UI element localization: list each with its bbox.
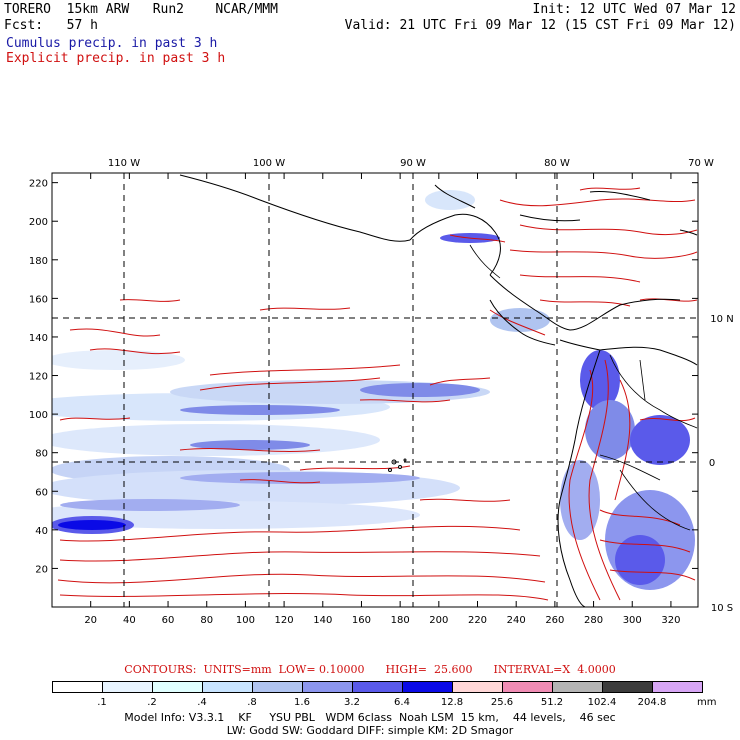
x-tick-label: 140 xyxy=(313,615,332,626)
lon-label-90w: 90 W xyxy=(400,158,426,169)
y-tick-labels: 20 40 60 80 100 120 140 160 180 200 220 xyxy=(29,179,48,576)
colorbar-label: .2 xyxy=(147,697,157,708)
x-tick-label: 100 xyxy=(236,615,255,626)
plot-frame xyxy=(51,172,699,608)
x-tick-labels: 20 40 60 80 100 120 140 160 180 200 220 240 260 280 30… xyxy=(84,615,680,626)
x-tick-label: 300 xyxy=(623,615,642,626)
valid-time: Valid: 21 UTC Fri 09 Mar 12 (15 CST Fri … xyxy=(344,18,736,33)
colorbar-swatch xyxy=(452,681,503,693)
y-tick-label: 140 xyxy=(29,333,48,344)
coastline xyxy=(179,174,698,607)
cumulus-precip-field xyxy=(52,190,695,590)
colorbar-label: 25.6 xyxy=(490,697,514,708)
explicit-precip-contours xyxy=(57,187,698,601)
colorbar-label: 204.8 xyxy=(637,697,667,708)
colorbar-swatch xyxy=(552,681,603,693)
init-time: Init: 12 UTC Wed 07 Mar 12 xyxy=(532,2,737,17)
cumulus-label: Cumulus precip. in past 3 h xyxy=(6,36,218,51)
lat-label-10n: 10 N xyxy=(710,314,733,325)
colorbar-label: 1.6 xyxy=(294,697,310,708)
lat-lon-grid xyxy=(52,173,698,607)
y-tick-label: 220 xyxy=(29,179,48,190)
y-tick-label: 40 xyxy=(35,526,48,537)
colorbar-swatch xyxy=(352,681,403,693)
lon-label-110w: 110 W xyxy=(108,158,140,169)
colorbar-label: .8 xyxy=(247,697,257,708)
x-tick-label: 280 xyxy=(584,615,603,626)
explicit-label: Explicit precip. in past 3 h xyxy=(6,51,226,66)
axis-ticks xyxy=(52,173,698,607)
colorbar-label: .4 xyxy=(197,697,207,708)
lon-label-100w: 100 W xyxy=(253,158,285,169)
galapagos-islands xyxy=(388,458,407,472)
contour-info: CONTOURS: UNITS=mm LOW= 0.10000 HIGH= 25… xyxy=(124,663,616,676)
colorbar-label: 6.4 xyxy=(394,697,410,708)
colorbar-swatch xyxy=(202,681,253,693)
x-tick-label: 80 xyxy=(200,615,213,626)
lon-label-80w: 80 W xyxy=(544,158,570,169)
y-tick-label: 120 xyxy=(29,372,48,383)
colorbar-label: 12.8 xyxy=(440,697,464,708)
model-info-line2: LW: Godd SW: Goddard DIFF: simple KM: 2D… xyxy=(226,724,514,737)
model-info-line1: Model Info: V3.3.1 KF YSU PBL WDM 6class… xyxy=(124,711,616,724)
colorbar-label: 51.2 xyxy=(540,697,564,708)
colorbar-swatch xyxy=(602,681,653,693)
y-tick-label: 160 xyxy=(29,294,48,305)
x-tick-label: 180 xyxy=(391,615,410,626)
y-tick-label: 80 xyxy=(35,449,48,460)
colorbar-swatch xyxy=(302,681,353,693)
x-tick-label: 240 xyxy=(507,615,526,626)
y-tick-label: 20 xyxy=(35,564,48,575)
colorbar-swatch xyxy=(502,681,553,693)
forecast-hour: Fcst: 57 h xyxy=(4,18,98,33)
colorbar-swatch xyxy=(102,681,153,693)
colorbar-swatch xyxy=(252,681,303,693)
y-tick-label: 100 xyxy=(29,410,48,421)
x-tick-label: 160 xyxy=(352,615,371,626)
lon-label-70w: 70 W xyxy=(688,158,714,169)
colorbar-unit: mm xyxy=(697,697,717,708)
colorbar-label: .1 xyxy=(97,697,107,708)
x-tick-label: 200 xyxy=(429,615,448,626)
colorbar-label: 102.4 xyxy=(587,697,617,708)
lat-label-0: 0 xyxy=(709,458,715,469)
country-borders xyxy=(469,244,698,531)
y-tick-label: 180 xyxy=(29,256,48,267)
y-tick-label: 200 xyxy=(29,217,48,228)
model-title: TORERO 15km ARW Run2 NCAR/MMM xyxy=(4,2,278,17)
x-tick-label: 60 xyxy=(162,615,175,626)
colorbar-label: 3.2 xyxy=(344,697,360,708)
lat-label-10s: 10 S xyxy=(711,603,733,614)
x-tick-label: 220 xyxy=(468,615,487,626)
x-tick-label: 40 xyxy=(123,615,136,626)
colorbar-swatch xyxy=(652,681,703,693)
colorbar-swatch xyxy=(402,681,453,693)
colorbar-swatch xyxy=(52,681,103,693)
map-content xyxy=(52,173,698,607)
x-tick-label: 120 xyxy=(275,615,294,626)
x-tick-label: 260 xyxy=(545,615,564,626)
x-tick-label: 320 xyxy=(661,615,680,626)
y-tick-label: 60 xyxy=(35,487,48,498)
x-tick-label: 20 xyxy=(84,615,97,626)
colorbar-swatch xyxy=(152,681,203,693)
